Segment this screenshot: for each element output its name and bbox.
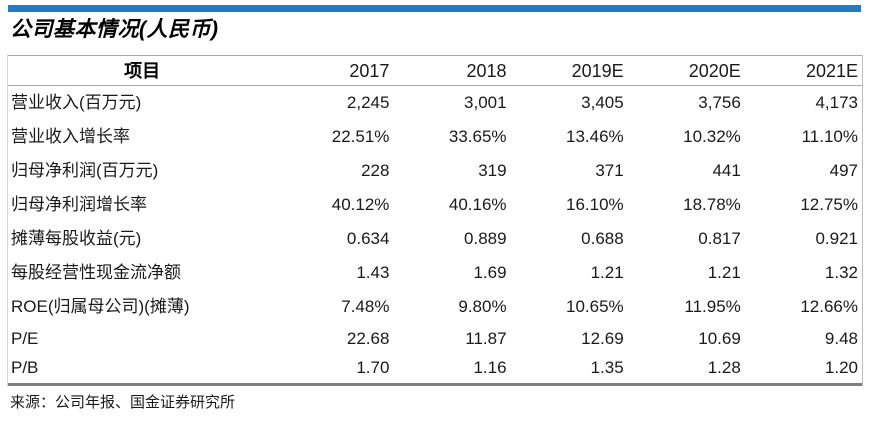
table-row-revenue: 营业收入(百万元) 2,245 3,001 3,405 3,756 4,173 — [8, 86, 862, 121]
header-row: 项目 2017 2018 2019E 2020E 2021E — [8, 55, 862, 86]
source-note: 来源：公司年报、国金证券研究所 — [10, 394, 236, 411]
cell-value: 1.69 — [473, 263, 507, 282]
cell-value: 40.16% — [448, 195, 507, 214]
cell-value: 1.21 — [590, 263, 624, 282]
cell-value: 12.66% — [800, 297, 858, 316]
row-label: ROE(归属母公司)(摊薄) — [11, 297, 190, 316]
cell-value: 9.80% — [458, 297, 507, 316]
column-header-2017: 2017 — [349, 61, 390, 81]
row-label: 摊薄每股收益(元) — [11, 229, 142, 248]
cell-value: 0.817 — [698, 229, 741, 248]
cell-value: 3,001 — [464, 93, 507, 112]
cell-value: 10.65% — [566, 297, 624, 316]
cell-value: 1.35 — [590, 358, 624, 377]
cell-value: 497 — [829, 161, 858, 180]
cell-value: 0.921 — [815, 229, 858, 248]
cell-value: 3,756 — [698, 93, 741, 112]
cell-value: 7.48% — [341, 297, 390, 316]
cell-value: 1.70 — [356, 358, 390, 377]
row-label: 归母净利润(百万元) — [11, 161, 159, 180]
cell-value: 11.10% — [801, 127, 858, 146]
cell-value: 12.75% — [800, 195, 858, 214]
cell-value: 2,245 — [346, 93, 390, 112]
column-header-2020e: 2020E — [688, 61, 741, 81]
cell-value: 228 — [361, 161, 390, 180]
cell-value: 18.78% — [683, 195, 741, 214]
cell-value: 371 — [595, 161, 624, 180]
cell-value: 11.87 — [465, 329, 507, 348]
cell-value: 4,173 — [815, 93, 858, 112]
table-row-pb: P/B 1.70 1.16 1.35 1.28 1.20 — [8, 354, 862, 385]
cell-value: 1.43 — [356, 263, 390, 282]
row-label: 每股经营性现金流净额 — [11, 263, 181, 282]
cell-value: 12.69 — [581, 329, 624, 348]
cell-value: 22.51% — [331, 127, 390, 146]
table-row-operating-cashflow-per-share: 每股经营性现金流净额 1.43 1.69 1.21 1.21 1.32 — [8, 256, 862, 290]
column-header-item: 项目 — [124, 61, 161, 81]
cell-value: 1.21 — [707, 263, 741, 282]
table-row-roe: ROE(归属母公司)(摊薄) 7.48% 9.80% 10.65% 11.95%… — [8, 290, 862, 324]
report-table-snippet: 公司基本情况(人民币) 项目 2017 2018 2019E 2020E 202… — [0, 5, 869, 434]
row-label: 营业收入(百万元) — [11, 93, 142, 112]
row-label: 归母净利润增长率 — [11, 195, 147, 214]
top-accent-bar — [8, 5, 861, 12]
cell-value: 40.12% — [331, 195, 390, 214]
row-label: P/E — [11, 329, 39, 348]
cell-value: 11.95% — [684, 297, 741, 316]
table-row-net-profit: 归母净利润(百万元) 228 319 371 441 497 — [8, 154, 862, 188]
cell-value: 319 — [478, 161, 507, 180]
cell-value: 9.48 — [824, 329, 858, 348]
cell-value: 1.20 — [824, 358, 858, 377]
financial-table: 项目 2017 2018 2019E 2020E 2021E 营业收入(百万元)… — [8, 55, 862, 386]
table-row-net-profit-growth: 归母净利润增长率 40.12% 40.16% 16.10% 18.78% 12.… — [8, 188, 862, 222]
cell-value: 0.634 — [346, 229, 390, 248]
row-label: 营业收入增长率 — [11, 127, 130, 146]
cell-value: 22.68 — [346, 329, 390, 348]
cell-value: 0.688 — [581, 229, 624, 248]
column-header-2018: 2018 — [466, 61, 507, 81]
column-header-2019e: 2019E — [571, 61, 624, 81]
row-label: P/B — [11, 358, 39, 377]
financial-table-wrap: 项目 2017 2018 2019E 2020E 2021E 营业收入(百万元)… — [7, 55, 863, 386]
cell-value: 0.889 — [464, 229, 507, 248]
cell-value: 1.28 — [707, 358, 741, 377]
cell-value: 441 — [712, 161, 741, 180]
cell-value: 10.69 — [698, 329, 741, 348]
table-row-diluted-eps: 摊薄每股收益(元) 0.634 0.889 0.688 0.817 0.921 — [8, 222, 862, 256]
cell-value: 13.46% — [566, 127, 624, 146]
cell-value: 3,405 — [581, 93, 624, 112]
table-row-revenue-growth: 营业收入增长率 22.51% 33.65% 13.46% 10.32% 11.1… — [8, 120, 862, 154]
table-title: 公司基本情况(人民币) — [10, 18, 219, 41]
cell-value: 10.32% — [683, 127, 741, 146]
cell-value: 1.16 — [473, 358, 507, 377]
table-row-pe: P/E 22.68 11.87 12.69 10.69 9.48 — [8, 324, 862, 354]
column-header-2021e: 2021E — [805, 61, 858, 81]
cell-value: 16.10% — [566, 195, 624, 214]
cell-value: 33.65% — [448, 127, 507, 146]
cell-value: 1.32 — [824, 263, 858, 282]
